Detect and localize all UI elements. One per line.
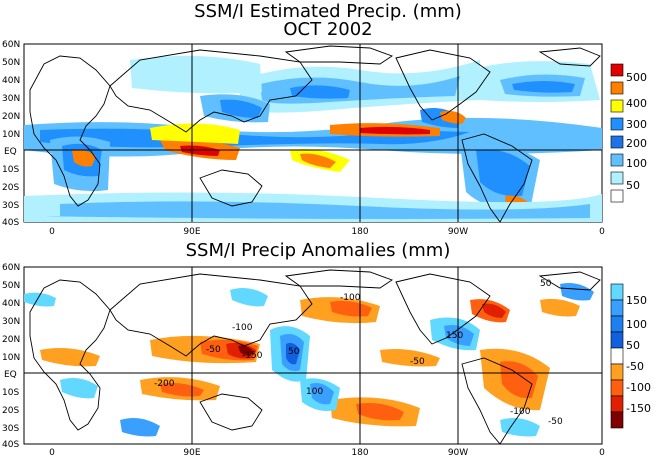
contour-label-neg100-b: -100 (340, 293, 361, 303)
bottom-cb-150: 150 (626, 294, 647, 307)
top-coastlines (29, 45, 601, 223)
top-lon-0-east: 0 (599, 227, 605, 237)
contour-label-neg50-b: -50 (410, 357, 425, 367)
bottom-coastlines (29, 269, 601, 445)
bottom-lon-labels: 0 90E 180 90W 0 (49, 448, 605, 457)
bottom-lat-60n: 60N (2, 263, 20, 273)
top-colorbar: 500 400 300 200 100 50 (610, 63, 647, 203)
bottom-contour-labels: -50 -100 -150 50 100 150 -200 -50 -50 50… (154, 279, 563, 427)
contour-label-neg100-c: -100 (510, 407, 531, 417)
contour-label-neg100-a: -100 (232, 323, 253, 333)
bottom-cb-neg50: -50 (626, 360, 644, 373)
top-cb-50: 50 (626, 179, 640, 192)
top-cb-100: 100 (626, 157, 647, 170)
bottom-lon-0-east: 0 (599, 448, 605, 457)
bottom-lat-20s: 20S (2, 406, 19, 416)
contour-label-neg150: -150 (242, 351, 263, 361)
top-lon-0: 0 (49, 227, 55, 237)
bottom-lat-40s: 40S (2, 440, 19, 450)
top-lat-60n: 60N (2, 40, 20, 50)
top-cb-500: 500 (626, 71, 647, 84)
top-lat-30n: 30N (2, 94, 20, 104)
bottom-lat-40n: 40N (2, 299, 20, 309)
bottom-cb-neg100: -100 (626, 381, 651, 394)
bottom-lat-20n: 20N (2, 335, 20, 345)
top-title-line2: OCT 2002 (283, 19, 372, 40)
top-lat-20s: 20S (2, 183, 19, 193)
top-cb-300: 300 (626, 118, 647, 131)
bottom-cb-50: 50 (626, 339, 640, 352)
bottom-lat-30s: 30S (2, 424, 19, 434)
top-title-line1: SSM/I Estimated Precip. (mm) (194, 1, 462, 22)
top-lat-50n: 50N (2, 58, 20, 68)
top-lat-10n: 10N (2, 130, 20, 140)
top-lat-20n: 20N (2, 112, 20, 122)
bottom-lon-90w: 90W (448, 448, 468, 457)
top-lat-40s: 40S (2, 218, 19, 228)
bottom-cb-neg150: -150 (626, 402, 651, 415)
top-lon-labels: 0 90E 180 90W 0 (49, 227, 605, 237)
top-cb-200: 200 (626, 137, 647, 150)
bottom-lon-180: 180 (351, 448, 368, 457)
bottom-lat-30n: 30N (2, 317, 20, 327)
contour-label-50-a: 50 (288, 347, 300, 357)
contour-label-neg50-a: -50 (206, 345, 221, 355)
contour-label-neg200: -200 (154, 379, 175, 389)
top-lon-90w: 90W (448, 227, 468, 237)
top-lon-90e: 90E (183, 227, 200, 237)
top-lat-eq: EQ (4, 147, 17, 157)
bottom-lon-0: 0 (49, 448, 55, 457)
contour-label-100: 100 (306, 387, 323, 397)
bottom-lon-90e: 90E (183, 448, 200, 457)
bottom-lat-50n: 50N (2, 281, 20, 291)
top-lat-30s: 30S (2, 201, 19, 211)
bottom-lat-10n: 10N (2, 353, 20, 363)
bottom-lat-10s: 10S (2, 388, 19, 398)
top-lat-labels: 60N 50N 40N 30N 20N 10N EQ 10S 20S 30S 4… (2, 40, 20, 228)
bottom-lat-eq: EQ (4, 370, 17, 380)
top-lat-40n: 40N (2, 76, 20, 86)
top-lon-180: 180 (351, 227, 368, 237)
bottom-map: -50 -100 -150 50 100 150 -200 -50 -50 50… (23, 266, 603, 445)
bottom-cb-100: 100 (626, 318, 647, 331)
contour-label-neg50-c: -50 (548, 417, 563, 427)
bottom-colorbar: 150 100 50 -50 -100 -150 (610, 283, 651, 429)
top-lat-10s: 10S (2, 165, 19, 175)
contour-label-150: 150 (446, 331, 463, 341)
bottom-anomaly-field (24, 283, 594, 437)
top-map (23, 43, 603, 223)
bottom-title: SSM/I Precip Anomalies (mm) (186, 240, 451, 261)
top-cb-400: 400 (626, 97, 647, 110)
contour-label-50-b: 50 (540, 279, 552, 289)
bottom-lat-labels: 60N 50N 40N 30N 20N 10N EQ 10S 20S 30S 4… (2, 263, 20, 450)
